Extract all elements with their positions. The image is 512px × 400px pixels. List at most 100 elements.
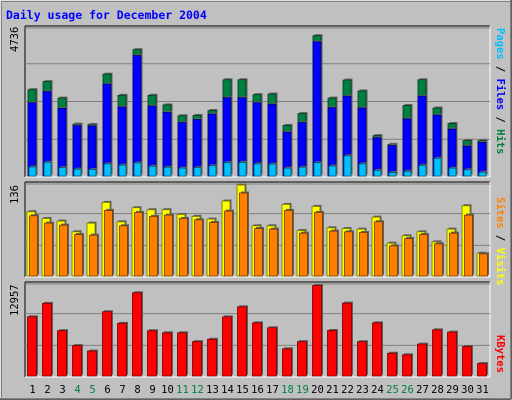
- pages-bar: [448, 167, 457, 177]
- day-label: 5: [89, 384, 95, 396]
- legend-label-part: Pages: [494, 28, 506, 60]
- sites-bar: [269, 228, 278, 277]
- day-label: 28: [431, 384, 444, 396]
- pages-bar: [343, 155, 352, 177]
- kbytes-bar: [207, 338, 217, 377]
- kbytes-bar: [447, 331, 457, 377]
- pages-bar: [328, 165, 337, 177]
- day-label: 20: [311, 384, 324, 396]
- kbytes-bar: [42, 302, 52, 377]
- pages-bar: [58, 167, 67, 177]
- kbytes-panel: [24, 281, 491, 378]
- sites-bar: [254, 228, 263, 277]
- kbytes-bar: [27, 316, 37, 377]
- legend-label-part: Hits: [494, 129, 506, 154]
- pages-bar: [178, 167, 187, 177]
- top-ymax-label: 4736: [9, 27, 21, 52]
- kbytes-bar: [477, 363, 487, 377]
- day-label: 17: [266, 384, 279, 396]
- legend-label-part: KBytes: [494, 335, 506, 373]
- pages-bar: [118, 164, 127, 177]
- sites-visits-panel: [24, 181, 491, 278]
- pages-bar: [43, 161, 52, 177]
- kbytes-bar: [222, 316, 232, 377]
- day-label: 12: [191, 384, 204, 396]
- kbytes-bar: [57, 330, 67, 377]
- kbytes-bar: [417, 343, 427, 377]
- pages-bar: [28, 166, 37, 177]
- sites-bar: [374, 221, 383, 277]
- kbytes-bar: [117, 322, 127, 377]
- sites-bar: [389, 245, 398, 277]
- pages-bar: [73, 168, 82, 177]
- sites-bar: [134, 212, 143, 277]
- sites-bar: [479, 253, 488, 277]
- pages-bar: [463, 169, 472, 177]
- pages-bar: [388, 172, 397, 177]
- day-label: 7: [119, 384, 125, 396]
- files-bar: [132, 55, 142, 177]
- sites-bar: [74, 234, 83, 277]
- pages-bar: [193, 167, 202, 177]
- sites-bar: [299, 232, 308, 277]
- chart-title: Daily usage for December 2004: [6, 8, 207, 22]
- sites-bar: [29, 215, 38, 277]
- sites-bar: [344, 231, 353, 277]
- legend-label-part: /: [494, 110, 506, 129]
- sites-bar: [224, 210, 233, 277]
- kbytes-bar: [357, 341, 367, 377]
- bottom-ymax-label: 12957: [9, 284, 21, 316]
- pages-bar: [148, 165, 157, 177]
- day-label: 10: [161, 384, 174, 396]
- kbytes-bar: [402, 354, 412, 377]
- day-label: 9: [149, 384, 155, 396]
- sites-bar: [44, 222, 53, 277]
- files-bar: [102, 83, 112, 177]
- day-label: 16: [251, 384, 264, 396]
- day-label: 14: [221, 384, 234, 396]
- sites-bar: [359, 232, 368, 277]
- kbytes-bar: [312, 285, 322, 377]
- sites-bar: [59, 224, 68, 277]
- day-label: 26: [401, 384, 414, 396]
- files-bar: [402, 118, 412, 177]
- sites-bar: [104, 210, 113, 277]
- kbytes-bar: [327, 330, 337, 377]
- kbytes-bar: [177, 332, 187, 377]
- kbytes-bar: [342, 302, 352, 377]
- kbytes-bar: [282, 348, 292, 377]
- day-label: 19: [296, 384, 309, 396]
- top-series-legend-label: Pages / Files / Hits: [494, 28, 506, 154]
- legend-label-part: /: [494, 60, 506, 79]
- day-label: 27: [416, 384, 429, 396]
- sites-bar: [419, 234, 428, 277]
- kbytes-bar: [147, 330, 157, 377]
- day-label: 24: [371, 384, 384, 396]
- day-label: 1: [29, 384, 35, 396]
- legend-label-part: /: [494, 229, 506, 248]
- day-label: 29: [446, 384, 459, 396]
- middle-ymax-label: 136: [9, 185, 21, 204]
- pages-bar: [283, 167, 292, 177]
- pages-bar: [163, 166, 172, 177]
- files-bar: [312, 41, 322, 177]
- pages-bar: [208, 165, 217, 177]
- pages-bar: [88, 169, 97, 177]
- day-label: 21: [326, 384, 339, 396]
- sites-bar: [164, 214, 173, 277]
- kbytes-bar: [267, 327, 277, 377]
- day-label: 15: [236, 384, 249, 396]
- day-label: 8: [134, 384, 140, 396]
- day-label: 4: [74, 384, 80, 396]
- pages-bar: [298, 166, 307, 177]
- kbytes-bar: [192, 341, 202, 377]
- sites-bar: [149, 216, 158, 277]
- sites-bar: [179, 218, 188, 277]
- sites-bar: [314, 212, 323, 277]
- bottom-series-legend-label: KBytes: [494, 335, 506, 373]
- day-label: 30: [461, 384, 474, 396]
- day-label: 13: [206, 384, 219, 396]
- kbytes-bar: [462, 346, 472, 377]
- day-label: 31: [476, 384, 489, 396]
